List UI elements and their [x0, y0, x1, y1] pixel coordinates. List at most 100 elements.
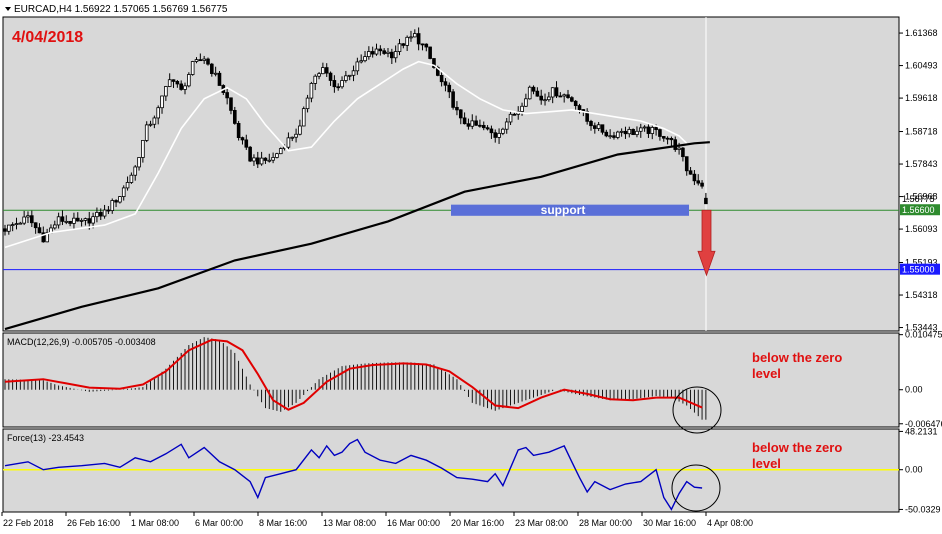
candle-body — [252, 157, 256, 162]
candle-body — [52, 224, 57, 229]
candle-body — [301, 108, 306, 127]
candle-body — [202, 58, 206, 61]
candle-body — [447, 84, 452, 93]
candle-body — [60, 216, 65, 222]
macd-title: MACD(12,26,9) -0.005705 -0.003408 — [7, 337, 156, 347]
candle-body — [129, 174, 134, 183]
candle-body — [520, 105, 524, 112]
candle-body — [141, 139, 145, 158]
candle-body — [589, 120, 593, 127]
candle-body — [677, 147, 681, 150]
candle-body — [267, 159, 272, 162]
candle-body — [619, 130, 624, 133]
candle-body — [573, 100, 578, 107]
candle-body — [225, 92, 229, 99]
candle-body — [688, 170, 693, 175]
candle-body — [558, 95, 563, 98]
candle-body — [125, 182, 130, 189]
candle-body — [428, 46, 432, 59]
candle-body — [409, 36, 413, 39]
candle-body — [328, 72, 333, 81]
candle-body — [68, 220, 72, 224]
candle-body — [470, 120, 475, 127]
price-y-tick-label: 1.59618 — [905, 93, 938, 103]
candle-body — [313, 75, 318, 84]
support-price-tag — [900, 204, 940, 216]
price-y-tick-label: 1.53443 — [905, 323, 938, 333]
candle-body — [22, 216, 26, 224]
support-box-label: support — [541, 203, 586, 217]
candle-body — [485, 127, 490, 130]
candle-body — [627, 129, 632, 135]
candle-body — [41, 232, 46, 243]
price-panel[interactable] — [2, 16, 900, 332]
symbol-dropdown-icon[interactable] — [5, 7, 11, 11]
support-box — [451, 204, 689, 216]
candle-body — [443, 81, 448, 86]
candle-body — [98, 212, 103, 217]
candle-body — [3, 228, 7, 232]
price-y-tick-label: 1.61368 — [905, 28, 938, 38]
x-tick-label: 6 Mar 00:00 — [195, 518, 243, 528]
candle-body — [635, 130, 639, 136]
candle-body — [336, 86, 341, 89]
candle-body — [577, 105, 582, 110]
x-tick-label: 28 Mar 00:00 — [579, 518, 632, 528]
candle-body — [623, 130, 628, 135]
candle-body — [661, 136, 666, 139]
candle-body — [673, 139, 678, 150]
candle-body — [478, 124, 482, 127]
candle-body — [700, 182, 704, 187]
x-tick-label: 30 Mar 16:00 — [643, 518, 696, 528]
candle-body — [75, 217, 80, 222]
candle-body — [332, 80, 337, 88]
candle-body — [531, 86, 536, 92]
candle-body — [148, 123, 153, 126]
candle-body — [102, 209, 107, 217]
support-price-tag-label: 1.56600 — [902, 205, 935, 215]
candle-body — [160, 95, 164, 109]
candle-body — [347, 74, 352, 77]
candle-body — [156, 107, 161, 119]
candle-body — [190, 61, 195, 75]
candle-body — [638, 127, 643, 132]
candle-body — [248, 146, 252, 162]
axis-layer: 1.61368 1.60493 1.59618 1.58718 1.57843 1.569… — [1, 28, 942, 528]
candle-body — [278, 148, 283, 155]
candle-body — [95, 212, 99, 218]
candle-body — [10, 224, 15, 226]
candle-body — [455, 106, 459, 111]
sma-fast-line — [4, 60, 688, 249]
candle-body — [416, 33, 421, 45]
candle-body — [462, 117, 467, 125]
candle-body — [298, 125, 302, 135]
candle-body — [294, 133, 298, 138]
candle-body — [562, 94, 566, 97]
candle-body — [696, 180, 701, 184]
candle-body — [524, 98, 528, 107]
candle-body — [198, 59, 203, 62]
candle-body — [164, 86, 168, 97]
candle-body — [527, 86, 532, 100]
force-panel[interactable] — [2, 428, 900, 513]
annotation-line: level — [752, 366, 781, 381]
candle-body — [236, 123, 241, 139]
candle-body — [137, 157, 141, 168]
candle-body — [110, 200, 115, 212]
candle-body — [539, 95, 543, 101]
candle-body — [255, 157, 260, 165]
candle-body — [206, 58, 210, 65]
annotation-line: below the zero — [752, 440, 842, 455]
candle-body — [631, 129, 635, 136]
candle-body — [466, 123, 471, 127]
candle-body — [91, 216, 95, 224]
candle-body — [33, 222, 38, 229]
price-y-tick-label: 1.56093 — [905, 224, 938, 234]
candle-body — [424, 43, 429, 48]
candle-body — [570, 97, 574, 102]
candle-body — [508, 113, 513, 123]
candle-body — [194, 59, 199, 62]
candle-body — [665, 137, 670, 140]
candle-body — [321, 67, 325, 75]
